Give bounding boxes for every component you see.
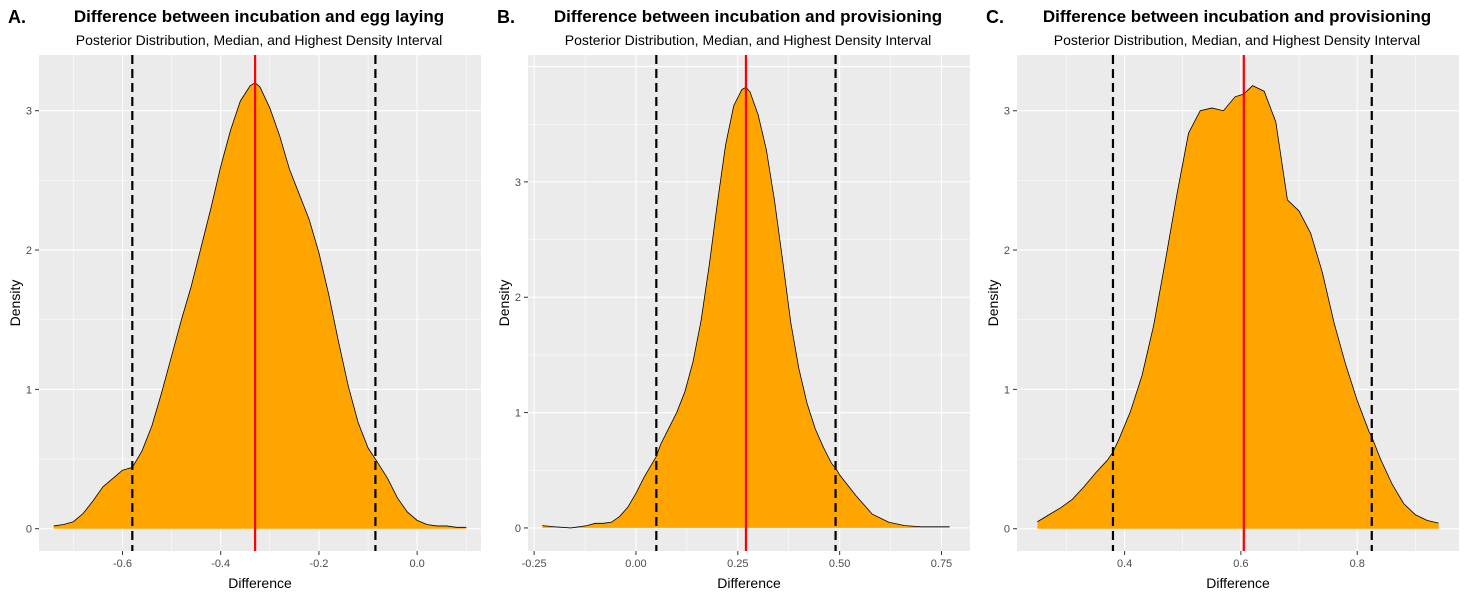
x-tick-label: -0.4	[211, 558, 230, 570]
y-tick-label: 0	[1004, 524, 1010, 536]
y-axis-label: Density	[985, 280, 1001, 327]
x-axis-label: Difference	[717, 575, 781, 591]
y-tick-label: 2	[515, 292, 521, 304]
x-tick-label: 0.4	[1117, 558, 1132, 570]
x-tick-label: -0.25	[522, 558, 547, 570]
panel-b: -0.25 0.00 0.25 0.50 0.75 0 1 2 3 B. Difference be…	[496, 7, 970, 591]
panel-c: 0.4 0.6 0.8 0 1 2 3 C. Difference between incuba…	[985, 7, 1459, 591]
x-tick-label: -0.6	[113, 558, 132, 570]
y-tick-label: 2	[26, 245, 32, 257]
y-tick-label: 3	[515, 177, 521, 189]
density-area	[1037, 85, 1439, 529]
y-axis-label: Density	[496, 280, 512, 327]
y-tick-label: 1	[1004, 384, 1010, 396]
y-tick-label: 1	[26, 384, 32, 396]
y-tick-label: 0	[26, 524, 32, 536]
x-tick-label: 0.8	[1350, 558, 1365, 570]
y-tick-label: 1	[515, 408, 521, 420]
density-area	[53, 82, 467, 529]
density-curve	[53, 82, 467, 528]
panel-label: B.	[497, 7, 515, 27]
x-tick-label: 0.00	[625, 558, 646, 570]
x-tick-label: 0.75	[931, 558, 952, 570]
x-tick-label: 0.0	[410, 558, 425, 570]
y-tick-label: 2	[1004, 245, 1010, 257]
x-tick-label: 0.25	[727, 558, 748, 570]
chart-subtitle: Posterior Distribution, Median, and High…	[76, 32, 443, 48]
y-tick-label: 3	[26, 106, 32, 118]
x-axis-label: Difference	[228, 575, 292, 591]
y-tick-label: 0	[515, 523, 521, 535]
x-tick-label: 0.50	[829, 558, 850, 570]
chart-title: Difference between incubation and provis…	[1043, 7, 1431, 26]
panel-label: C.	[986, 7, 1004, 27]
y-axis-label: Density	[7, 280, 23, 327]
y-tick-label: 3	[1004, 106, 1010, 118]
panel-label: A.	[8, 7, 26, 27]
x-tick-label: 0.6	[1233, 558, 1248, 570]
chart-title: Difference between incubation and egg la…	[74, 7, 444, 26]
panel-a: -0.6 -0.4 -0.2 0.0 0 1 2 3 A. Difference between …	[7, 7, 481, 591]
density-curve	[542, 86, 950, 529]
x-axis-label: Difference	[1206, 575, 1270, 591]
x-tick-label: -0.2	[309, 558, 328, 570]
chart-subtitle: Posterior Distribution, Median, and High…	[1054, 32, 1421, 48]
chart-title: Difference between incubation and provis…	[554, 7, 942, 26]
chart-subtitle: Posterior Distribution, Median, and High…	[565, 32, 932, 48]
